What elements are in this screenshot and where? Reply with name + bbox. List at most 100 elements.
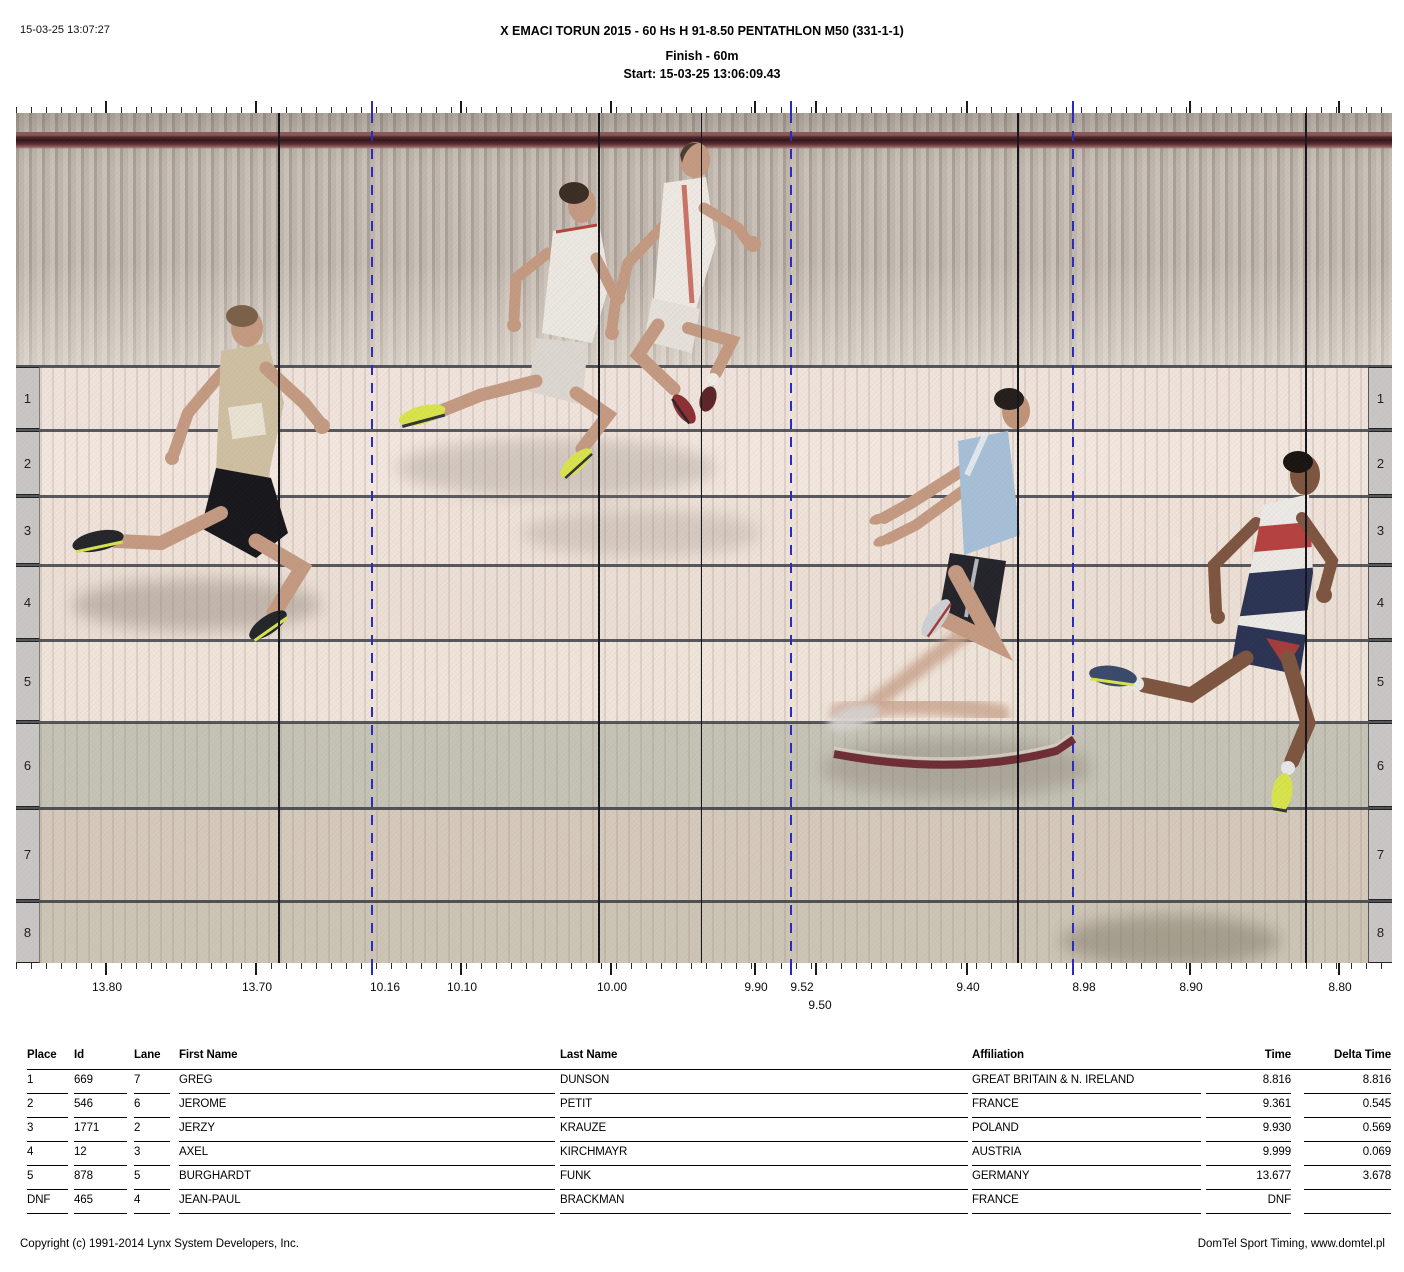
cell-time: 13.677: [1206, 1166, 1291, 1190]
lane-line: [16, 721, 1392, 724]
cell-id: 1771: [74, 1118, 127, 1142]
col-header-id: Id: [74, 1049, 85, 1061]
cell-delta-time: 0.545: [1304, 1094, 1391, 1118]
cell-affiliation: GREAT BRITAIN & N. IRELAND: [972, 1070, 1201, 1094]
cell-delta-time: 8.816: [1304, 1070, 1391, 1094]
cell-delta-time: [1304, 1190, 1391, 1214]
table-row: 4 12 3 AXEL KIRCHMAYR AUSTRIA 9.999 0.06…: [27, 1142, 1391, 1166]
time-axis-label: 8.98: [1072, 980, 1096, 994]
lane-number-right-2: 2: [1368, 431, 1392, 495]
panel-break-tick: [1072, 101, 1074, 113]
col-header-affiliation: Affiliation: [972, 1049, 1024, 1061]
cell-id: 12: [74, 1142, 127, 1166]
lane-line: [16, 564, 1392, 567]
finish-cursor-line: [1305, 113, 1307, 963]
cell-affiliation: FRANCE: [972, 1094, 1201, 1118]
cell-delta-time: 0.569: [1304, 1118, 1391, 1142]
finish-cursor-line: [598, 113, 600, 963]
time-axis-label-row2: 9.50: [808, 998, 832, 1012]
runner-petit: [827, 388, 1077, 769]
major-tick: [1189, 101, 1191, 113]
col-header-lane: Lane: [134, 1049, 161, 1061]
col-header-place: Place: [27, 1049, 57, 1061]
major-tick: [966, 101, 968, 113]
time-axis-label: 8.90: [1179, 980, 1203, 994]
runners-artwork: [71, 142, 1339, 963]
time-axis-label: 10.10: [446, 980, 478, 994]
major-tick: [1338, 963, 1340, 975]
table-row: 3 1771 2 JERZY KRAUZE POLAND 9.930 0.569: [27, 1118, 1391, 1142]
cell-delta-time: 3.678: [1304, 1166, 1391, 1190]
time-axis-label: 13.70: [241, 980, 273, 994]
major-tick: [460, 101, 462, 113]
finish-cursor-line: [278, 113, 280, 963]
lane-line: [16, 365, 1392, 368]
cell-place: 1: [27, 1070, 68, 1094]
major-tick: [610, 963, 612, 975]
lane-number-right-1: 1: [1368, 367, 1392, 429]
cell-lane: 5: [134, 1166, 170, 1190]
time-axis-ticks-bottom: [16, 963, 1392, 976]
cell-last-name: PETIT: [560, 1094, 968, 1118]
lane-number-left-7: 7: [16, 809, 40, 900]
lane-number-left-8: 8: [16, 902, 40, 963]
finish-cursor-line: [701, 113, 702, 963]
timing-credit-text: DomTel Sport Timing, www.domtel.pl: [1197, 1238, 1385, 1250]
time-axis-label: 9.52: [790, 980, 814, 994]
cell-first-name: JEAN-PAUL: [179, 1190, 555, 1214]
lane-number-right-3: 3: [1368, 497, 1392, 564]
time-axis-label: 10.16: [369, 980, 401, 994]
runner-kirchmayr: [398, 182, 622, 479]
lane-number-left-5: 5: [16, 641, 40, 721]
time-axis-ticks-top: [16, 100, 1392, 113]
major-tick: [815, 963, 817, 975]
results-header-row: Place Id Lane First Name Last Name Affil…: [27, 1046, 1391, 1070]
time-axis-label: 8.80: [1328, 980, 1352, 994]
cell-time: 9.361: [1206, 1094, 1291, 1118]
cell-last-name: FUNK: [560, 1166, 968, 1190]
time-axis-label: 9.40: [956, 980, 980, 994]
lane-number-right-4: 4: [1368, 566, 1392, 639]
cell-place: DNF: [27, 1190, 68, 1214]
lane-number-left-3: 3: [16, 497, 40, 564]
lane-number-right-5: 5: [1368, 641, 1392, 721]
col-header-delta-time: Delta Time: [1334, 1049, 1391, 1061]
major-tick: [1338, 101, 1340, 113]
cell-id: 546: [74, 1094, 127, 1118]
cell-affiliation: GERMANY: [972, 1166, 1201, 1190]
cell-last-name: BRACKMAN: [560, 1190, 968, 1214]
panel-break-tick: [790, 101, 792, 113]
cell-lane: 3: [134, 1142, 170, 1166]
table-row: 2 546 6 JEROME PETIT FRANCE 9.361 0.545: [27, 1094, 1391, 1118]
cell-affiliation: AUSTRIA: [972, 1142, 1201, 1166]
lane-number-right-7: 7: [1368, 809, 1392, 900]
table-row: 1 669 7 GREG DUNSON GREAT BRITAIN & N. I…: [27, 1070, 1391, 1094]
cell-first-name: JERZY: [179, 1118, 555, 1142]
event-title: X EMACI TORUN 2015 - 60 Hs H 91-8.50 PEN…: [500, 24, 904, 38]
results-table: Place Id Lane First Name Last Name Affil…: [27, 1046, 1391, 1214]
major-tick: [754, 101, 756, 113]
table-row: 5 878 5 BURGHARDT FUNK GERMANY 13.677 3.…: [27, 1166, 1391, 1190]
cell-affiliation: FRANCE: [972, 1190, 1201, 1214]
event-subtitle: Finish - 60m: [665, 49, 739, 63]
minor-ticks: [16, 963, 1392, 969]
cell-id: 465: [74, 1190, 127, 1214]
cell-id: 669: [74, 1070, 127, 1094]
lane-line: [16, 495, 1392, 498]
time-axis-label: 9.90: [744, 980, 768, 994]
lane-line: [16, 429, 1392, 432]
minor-ticks: [16, 107, 1392, 113]
cell-time: DNF: [1206, 1190, 1291, 1214]
cell-place: 5: [27, 1166, 68, 1190]
cell-time: 8.816: [1206, 1070, 1291, 1094]
cell-time: 9.999: [1206, 1142, 1291, 1166]
wall-maroon-stripe: [16, 132, 1392, 149]
cell-first-name: JEROME: [179, 1094, 555, 1118]
lane-number-left-4: 4: [16, 566, 40, 639]
major-tick: [105, 101, 107, 113]
start-time-label: Start: 15-03-25 13:06:09.43: [623, 67, 781, 81]
time-axis-label: 13.80: [91, 980, 123, 994]
major-tick: [610, 101, 612, 113]
cell-time: 9.930: [1206, 1118, 1291, 1142]
major-tick: [1189, 963, 1191, 975]
